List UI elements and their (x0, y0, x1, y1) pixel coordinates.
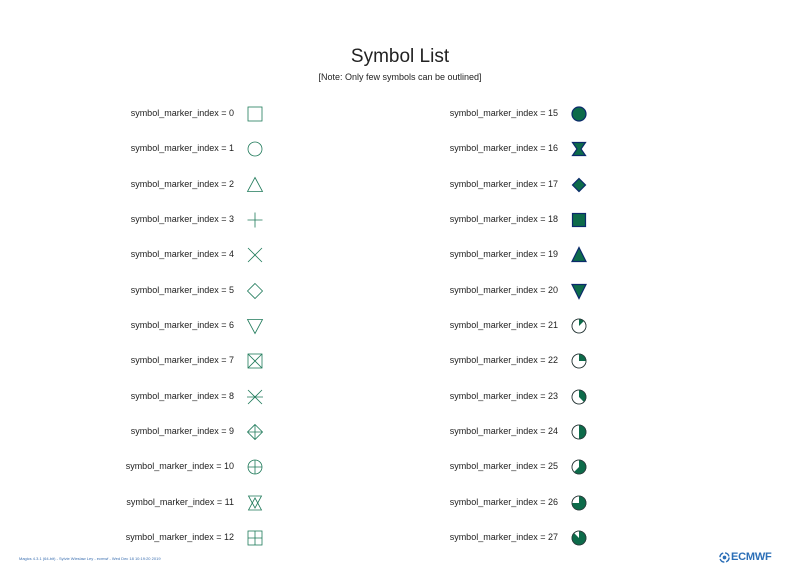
symbol-row: symbol_marker_index = 22 (0, 351, 590, 371)
open-triangle-down-icon (246, 319, 264, 335)
symbol-row: symbol_marker_index = 12 (0, 528, 266, 548)
symbol-label: symbol_marker_index = 16 (449, 143, 558, 154)
symbol-label: symbol_marker_index = 1 (130, 143, 234, 154)
circle-fill-quarter-icon (571, 353, 587, 369)
symbol-row: symbol_marker_index = 26 (0, 493, 590, 513)
circle-fill-eighth-icon (571, 318, 587, 334)
symbol-label: symbol_marker_index = 2 (130, 178, 234, 189)
square-with-plus-icon (247, 530, 263, 546)
symbol-row: symbol_marker_index = 9 (0, 422, 266, 442)
circle-fill-three-eighths-icon (571, 389, 587, 405)
filled-circle-icon (571, 106, 587, 122)
symbol-label: symbol_marker_index = 8 (130, 390, 234, 401)
diamond-with-plus-icon (246, 423, 264, 441)
symbol-row: symbol_marker_index = 15 (0, 104, 590, 124)
symbol-row: symbol_marker_index = 16 (0, 139, 590, 159)
x-cross-icon (247, 248, 263, 263)
asterisk-icon (247, 389, 263, 404)
symbol-row: symbol_marker_index = 18 (0, 210, 590, 230)
symbol-label: symbol_marker_index = 25 (449, 461, 558, 472)
symbol-row: symbol_marker_index = 1 (0, 139, 266, 159)
plus-icon (247, 212, 263, 228)
star-of-david-icon (247, 495, 263, 511)
circle-fill-half-icon (571, 424, 587, 440)
symbol-label: symbol_marker_index = 6 (130, 319, 234, 330)
footer-credit: Magics 4.3.1 (64-bit) - Sylvie Wieslaw L… (19, 556, 161, 561)
symbol-row: symbol_marker_index = 23 (0, 387, 590, 407)
symbol-label: symbol_marker_index = 19 (449, 249, 558, 260)
filled-triangle-down-icon (571, 283, 587, 300)
symbol-label: symbol_marker_index = 12 (125, 531, 234, 542)
logo-text: ECMWF (731, 551, 772, 563)
symbol-label: symbol_marker_index = 11 (126, 496, 234, 507)
symbol-row: symbol_marker_index = 11 (0, 493, 266, 513)
symbol-row: symbol_marker_index = 17 (0, 175, 590, 195)
symbol-label: symbol_marker_index = 26 (449, 496, 558, 507)
filled-square-icon (571, 212, 587, 228)
circle-with-plus-icon (247, 459, 263, 475)
open-square-icon (247, 106, 263, 122)
symbol-label: symbol_marker_index = 21 (449, 319, 558, 330)
symbol-label: symbol_marker_index = 15 (449, 108, 558, 118)
symbol-row: symbol_marker_index = 27 (0, 528, 590, 548)
open-triangle-up-icon (246, 176, 264, 192)
symbol-label: symbol_marker_index = 5 (130, 284, 234, 295)
filled-hourglass-icon (571, 142, 587, 157)
symbol-label: symbol_marker_index = 22 (449, 355, 558, 366)
symbol-label: symbol_marker_index = 18 (449, 213, 558, 224)
symbol-row: symbol_marker_index = 21 (0, 316, 590, 336)
symbol-label: symbol_marker_index = 20 (449, 284, 558, 295)
symbol-row: symbol_marker_index = 6 (0, 316, 266, 336)
symbol-label: symbol_marker_index = 9 (130, 425, 234, 436)
open-circle-icon (247, 141, 263, 157)
symbol-label: symbol_marker_index = 23 (449, 390, 558, 401)
page-subtitle: [Note: Only few symbols can be outlined] (318, 72, 482, 82)
symbol-row: symbol_marker_index = 8 (0, 387, 266, 407)
symbol-row: symbol_marker_index = 0 (0, 104, 266, 124)
circle-fill-five-eighths-icon (571, 459, 587, 475)
symbol-row: symbol_marker_index = 2 (0, 175, 266, 195)
circle-fill-three-quarters-icon (571, 495, 587, 511)
square-with-x-icon (247, 353, 263, 369)
symbol-row: symbol_marker_index = 25 (0, 457, 590, 477)
symbol-label: symbol_marker_index = 7 (130, 355, 234, 366)
symbol-label: symbol_marker_index = 0 (130, 108, 234, 118)
symbol-row: symbol_marker_index = 5 (0, 281, 266, 301)
symbol-label: symbol_marker_index = 24 (449, 425, 558, 436)
symbol-label: symbol_marker_index = 10 (125, 461, 234, 472)
symbol-label: symbol_marker_index = 17 (449, 178, 558, 189)
circle-fill-seven-eighths-icon (571, 530, 587, 546)
filled-triangle-up-icon (571, 246, 587, 263)
symbol-label: symbol_marker_index = 3 (130, 213, 234, 224)
filled-diamond-icon (571, 177, 587, 193)
symbol-row: symbol_marker_index = 4 (0, 245, 266, 265)
ecmwf-logo: ECMWF (719, 551, 772, 563)
symbol-row: symbol_marker_index = 7 (0, 351, 266, 371)
symbol-label: symbol_marker_index = 27 (449, 531, 558, 542)
page-title: Symbol List (350, 46, 450, 67)
symbol-row: symbol_marker_index = 19 (0, 245, 590, 265)
symbol-row: symbol_marker_index = 10 (0, 457, 266, 477)
ecmwf-logo-icon (719, 551, 730, 563)
symbol-row: symbol_marker_index = 3 (0, 210, 266, 230)
open-diamond-icon (246, 282, 264, 299)
symbol-row: symbol_marker_index = 24 (0, 422, 590, 442)
symbol-label: symbol_marker_index = 4 (130, 249, 234, 260)
symbol-row: symbol_marker_index = 20 (0, 281, 590, 301)
